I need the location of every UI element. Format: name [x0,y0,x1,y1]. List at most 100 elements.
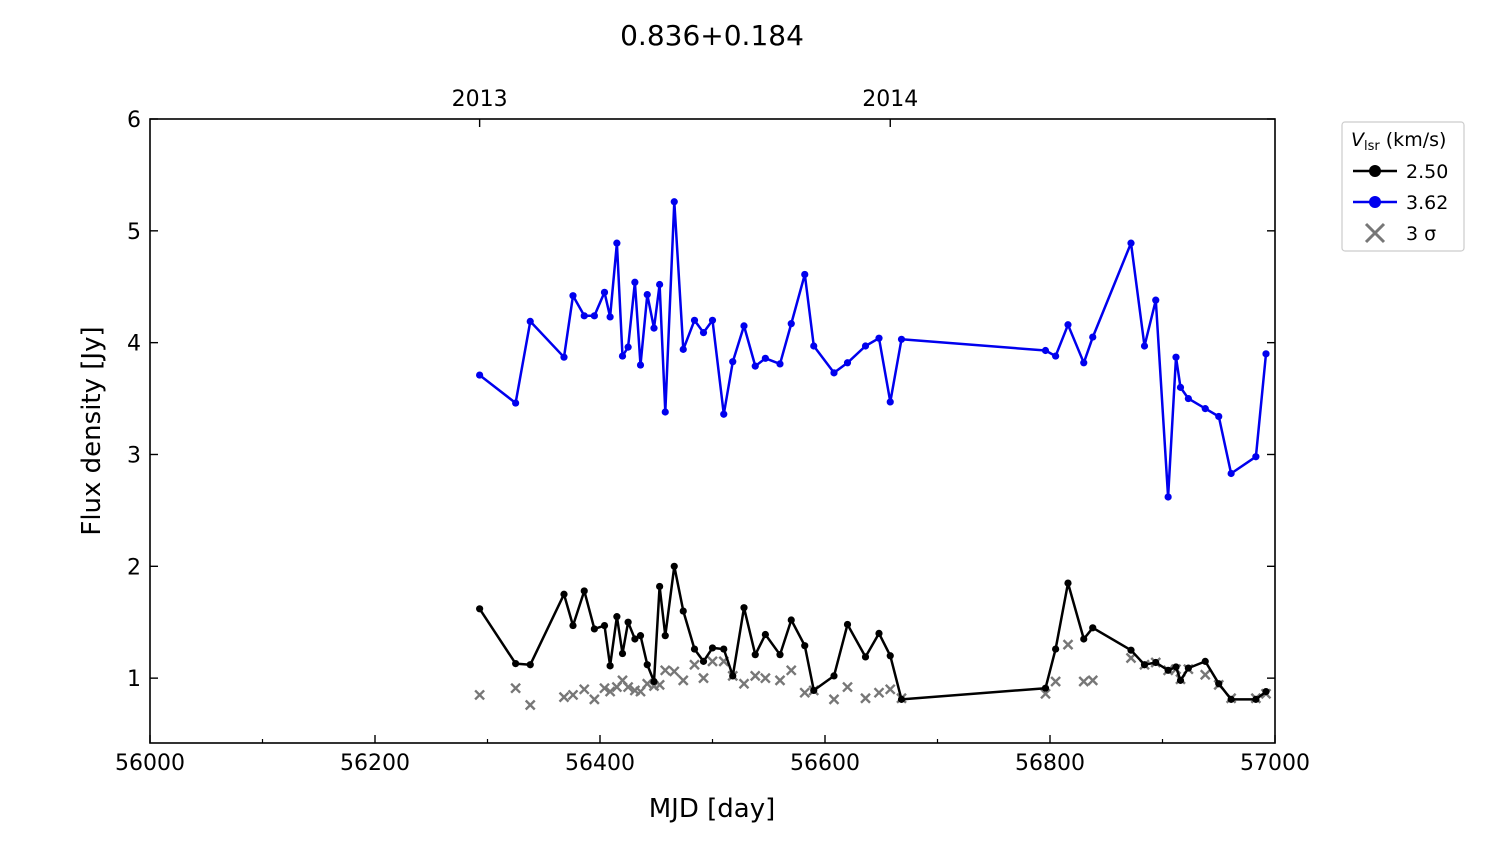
series-point-2.50 [1172,663,1180,671]
series-point-3.62 [1252,453,1260,461]
series-point-2.50 [1064,579,1072,587]
series-point-3.62 [624,343,632,351]
sigma3-point [677,675,689,686]
series-point-3.62 [618,352,627,360]
series-point-3.62 [1227,469,1235,478]
series-point-3.62 [830,369,838,377]
series-point-2.50 [886,652,894,660]
sigma3-point [1199,669,1211,681]
series-point-2.50 [740,604,748,612]
series-point-3.62 [1127,239,1135,247]
series-point-2.50 [512,660,520,668]
series-point-3.62 [801,270,809,279]
sigma3-point [799,687,811,699]
series-point-3.62 [1089,333,1097,341]
series-point-3.62 [670,198,678,206]
sigma3-point [578,683,590,695]
sigma3-point [785,664,797,676]
y-tick-label-3: 3 [127,443,141,468]
series-point-3.62 [720,410,728,418]
series-point-3.62 [751,362,759,370]
series-point-3.62 [512,399,520,407]
series-point-2.50 [560,590,568,598]
series-point-3.62 [1080,359,1088,367]
series-point-3.62 [1052,352,1060,360]
sigma3-point [622,681,634,693]
y-tick-label-6: 6 [127,108,141,133]
series-point-3.62 [590,312,598,320]
y-tick-label-1: 1 [127,667,141,692]
series-point-2.50 [600,621,609,630]
series-point-2.50 [590,625,598,633]
sigma3-point [749,670,761,682]
series-point-2.50 [569,621,577,630]
series-line-3.62 [478,200,1268,499]
series-point-3.62 [1041,346,1050,355]
sigma3-point [474,689,485,701]
sigma3-point [698,672,709,684]
series-point-3.62 [761,354,769,362]
series-point-3.62 [897,335,906,343]
sigma3-point [774,675,786,686]
series-point-3.62 [476,371,484,379]
series-layer [474,198,1272,711]
sigma3-point [524,699,536,711]
series-point-2.50 [1140,661,1149,669]
x-tick-label-56400: 56400 [565,751,635,776]
series-point-3.62 [1172,353,1180,361]
y-tick-label-5: 5 [127,220,141,245]
series-point-2.50 [787,616,795,624]
series-point-3.62 [740,322,748,330]
series-point-3.62 [631,278,639,286]
series-point-3.62 [1201,405,1209,413]
series-point-2.50 [670,562,678,570]
series-point-3.62 [1184,394,1192,403]
series-point-2.50 [810,686,818,695]
series-point-2.50 [801,642,809,650]
series-point-2.50 [720,645,728,653]
series-point-2.50 [606,662,614,670]
legend-label-2.50: 2.50 [1406,161,1448,183]
series-point-3.62 [613,239,621,247]
series-point-2.50 [897,695,906,703]
series-point-3.62 [729,358,737,366]
series-point-3.62 [661,408,669,416]
series-point-2.50 [679,607,687,615]
sigma3-point [873,687,885,699]
series-point-3.62 [787,320,795,328]
series-point-2.50 [1215,680,1223,688]
sigma3-point [689,659,700,671]
series-point-2.50 [1262,687,1270,696]
legend-title-unit: (km/s) [1380,129,1447,151]
series-point-3.62 [643,290,651,299]
sigma3-point [668,666,680,677]
series-point-3.62 [650,324,658,332]
top-tick-label-2014: 2014 [862,87,918,112]
sigma3-point [659,664,671,676]
series-point-3.62 [526,317,534,326]
sigma3-point [884,683,896,695]
axes-layer: 56000 56200 56400 56600 56800 57000 1 2 3 4 5 6 2013… [115,87,1310,776]
sigma3-point [1087,675,1099,686]
sigma3-point [760,672,771,684]
series-point-3.62 [600,288,609,296]
series-point-3.62 [1140,342,1149,350]
series-point-3.62 [861,342,870,350]
series-point-3.62 [656,280,664,289]
sigma3-point [558,691,570,703]
legend-title: Vlsr (km/s) [1351,129,1446,154]
series-point-2.50 [1184,664,1192,672]
series-point-3.62 [580,312,588,320]
series-point-2.50 [861,653,870,661]
sigma3-point [510,682,521,694]
series-point-2.50 [1152,658,1160,667]
series-point-3.62 [1215,412,1223,421]
series-point-3.62 [875,334,883,342]
series-point-2.50 [580,587,588,595]
sigma3-point [1050,676,1061,687]
series-point-3.62 [1262,350,1270,358]
sigma3-point [860,692,871,704]
series-point-3.62 [679,345,687,353]
series-point-2.50 [875,629,883,638]
